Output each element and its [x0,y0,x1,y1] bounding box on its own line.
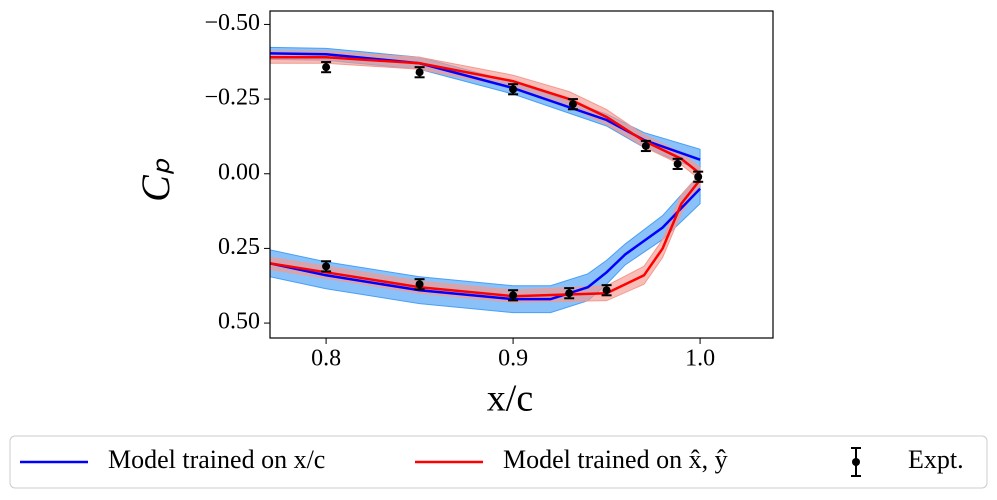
expt-point [509,291,518,300]
expt-point [602,286,611,295]
x-tick-label: 0.9 [498,346,528,372]
line [270,56,701,175]
expt-point [415,68,424,77]
legend-box [9,435,988,489]
y-tick-label: 0.00 [218,159,260,185]
legend-label: Model trained on x/c [108,445,325,474]
expt-point [565,289,574,298]
legend-label: Model trained on x̂, ŷ [503,445,728,474]
y-axis-label: Cₚ [133,158,178,202]
expt-point [568,100,577,109]
y-tick-label: 0.50 [218,309,260,335]
y-tick-label: 0.25 [218,234,260,260]
expt-point [322,262,331,271]
expt-point [694,172,703,181]
legend-label: Expt. [908,445,964,474]
y-tick-label: −0.25 [204,85,260,111]
expt-point [322,63,331,72]
expt-point [415,280,424,289]
x-tick-label: 0.8 [311,346,341,372]
x-tick-label: 1.0 [685,346,715,372]
expt-point [641,141,650,150]
uncertainty-band [270,50,701,181]
expt-point [509,85,518,94]
plot-frame [269,10,774,339]
uncertainty-band [270,46,701,171]
expt-point [673,159,682,168]
y-tick-label: −0.50 [204,10,260,36]
x-axis-label: x/c [487,378,533,420]
legend-swatch [852,458,860,466]
plot-area [270,46,702,314]
